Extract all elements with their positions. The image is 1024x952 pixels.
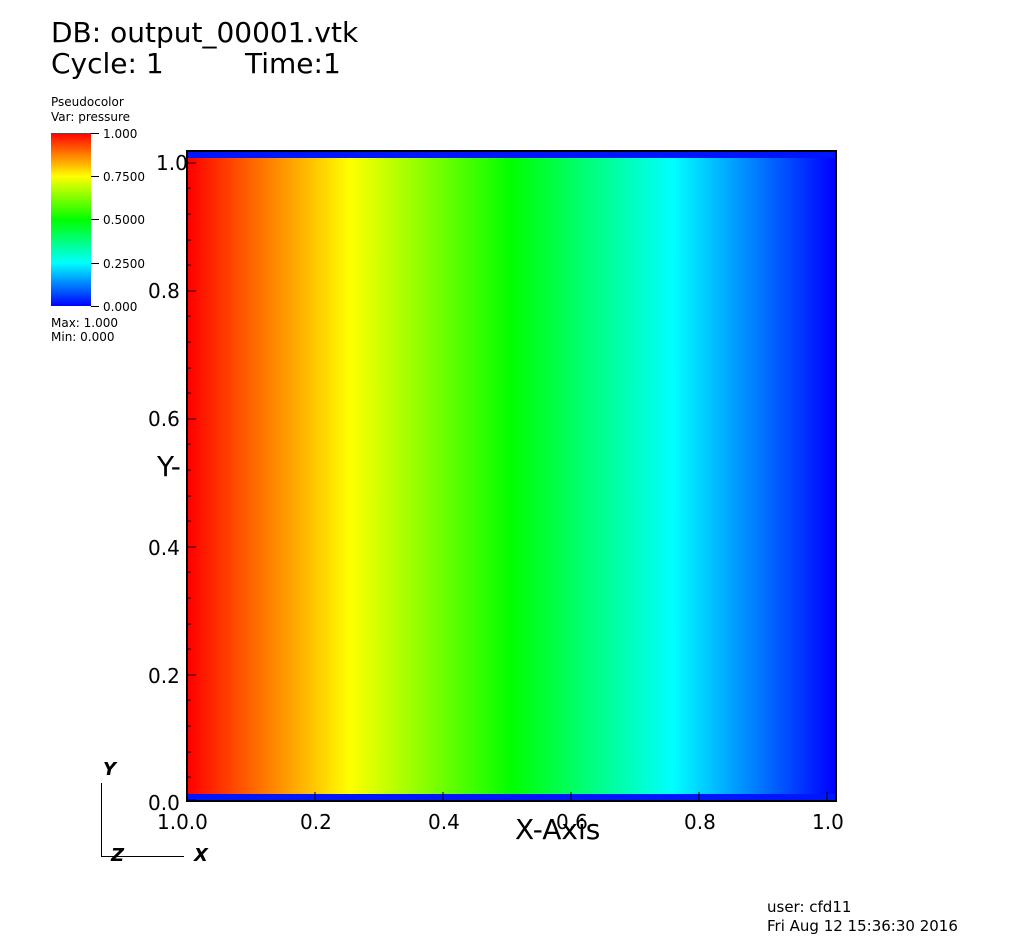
legend-max: Max: 1.000 [51,316,119,330]
y-tick-label: 0.8 [148,279,180,303]
y-tick-label: 0.6 [148,407,180,431]
legend-tick-label: 0.2500 [103,257,145,271]
cycle-label: Cycle: 1 [51,47,164,80]
legend-tick-label: 1.000 [103,127,138,141]
time-label: Time:1 [245,47,341,80]
y-axis-title: Y- [157,450,181,483]
y-tick-label: 0.0 [148,791,180,815]
x-tick-label: 1.0.0 [157,810,208,834]
legend-tick-mark [91,133,99,134]
legend-tick-label: 0.5000 [103,213,145,227]
user-label: user: cfd11 [767,898,852,916]
x-tick-label: 1.0 [812,810,844,834]
legend-tick-mark [91,306,99,307]
triad-x-line [101,856,184,857]
legend-var-label: Var: pressure [51,110,131,124]
db-title: DB: output_00001.vtk [51,16,359,49]
x-axis-title: X-Axis [515,813,601,846]
triad-y-line [101,783,102,857]
legend-tick-mark [91,263,99,264]
legend-colorbar [51,133,91,306]
triad-x-label: X [194,845,208,866]
y-tick-label: 0.2 [148,664,180,688]
legend-tick-label: 0.000 [103,300,138,314]
legend-tick-mark [91,219,99,220]
plot-top-edge [188,152,835,158]
y-tick-label: 0.4 [148,536,180,560]
x-tick-label: 0.2 [300,810,332,834]
legend-plot-type: Pseudocolor [51,95,124,109]
x-tick-label: 0.8 [684,810,716,834]
legend-tick-mark [91,176,99,177]
x-tick-label: 0.6 [556,810,588,834]
plot-bottom-edge [188,794,835,800]
triad-y-label: Y [103,759,117,780]
legend-min: Min: 0.000 [51,330,115,344]
date-label: Fri Aug 12 15:36:30 2016 [767,917,958,935]
pseudocolor-plot[interactable] [186,150,837,802]
x-tick-label: 0.4 [428,810,460,834]
y-tick-label: 1.0 [156,151,188,175]
plot-field [188,152,835,800]
triad-z-label: Z [111,845,125,866]
legend-tick-label: 0.7500 [103,170,145,184]
